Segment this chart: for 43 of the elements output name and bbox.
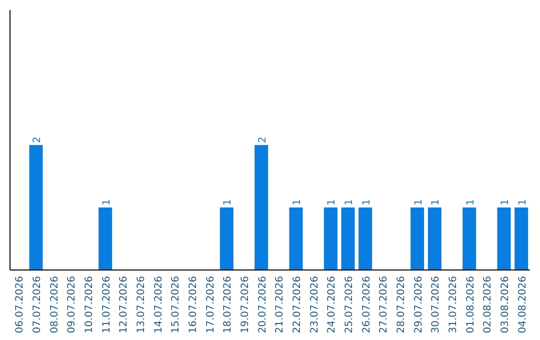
x-tick-label: 19.07.2026	[240, 276, 251, 334]
x-tick-label: 30.07.2026	[430, 276, 442, 334]
x-tick-label: 11.07.2026	[101, 276, 112, 334]
data-label: 2	[32, 136, 43, 143]
x-tick-label: 09.07.2026	[66, 276, 78, 334]
x-tick-label: 22.07.2026	[292, 276, 303, 334]
x-tick-label: 18.07.2026	[222, 276, 234, 334]
x-tick-label: 16.07.2026	[188, 276, 199, 334]
data-label: 1	[465, 199, 476, 206]
data-label: 1	[413, 199, 424, 206]
x-tick-label: 31.07.2026	[448, 276, 459, 334]
x-tick-label: 25.07.2026	[344, 276, 355, 334]
data-label: 1	[361, 199, 372, 206]
x-tick-label: 13.07.2026	[136, 276, 147, 334]
data-label: 1	[326, 199, 338, 206]
x-tick-label: 08.07.2026	[49, 276, 60, 334]
data-label: 1	[430, 199, 442, 206]
x-tick-label: 14.07.2026	[153, 276, 164, 334]
x-tick-label: 01.08.2026	[465, 276, 476, 334]
data-label: 1	[517, 199, 528, 206]
x-tick-label: 10.07.2026	[84, 276, 95, 334]
x-tick-label: 23.07.2026	[309, 276, 320, 334]
data-label: 1	[101, 199, 112, 206]
data-label: 1	[292, 199, 303, 206]
x-tick-label: 24.07.2026	[326, 276, 338, 334]
data-label: 2	[257, 136, 268, 143]
x-tick-label: 27.07.2026	[378, 276, 390, 334]
x-tick-label: 26.07.2026	[361, 276, 372, 334]
x-tick-label: 07.07.2026	[32, 276, 43, 334]
x-tick-label: 06.07.2026	[14, 276, 26, 334]
x-tick-label: 28.07.2026	[396, 276, 407, 334]
x-tick-label: 12.07.2026	[118, 276, 130, 334]
data-label: 1	[344, 199, 355, 206]
x-tick-label: 20.07.2026	[257, 276, 268, 334]
data-label: 1	[500, 199, 511, 206]
x-tick-label: 03.08.2026	[500, 276, 511, 334]
x-tick-label: 04.08.2026	[517, 276, 528, 334]
x-tick-label: 21.07.2026	[274, 276, 286, 334]
x-tick-label: 02.08.2026	[482, 276, 494, 334]
x-tick-label: 29.07.2026	[413, 276, 424, 334]
data-label: 1	[222, 199, 234, 206]
x-tick-label: 17.07.2026	[205, 276, 216, 334]
x-tick-label: 15.07.2026	[170, 276, 182, 334]
